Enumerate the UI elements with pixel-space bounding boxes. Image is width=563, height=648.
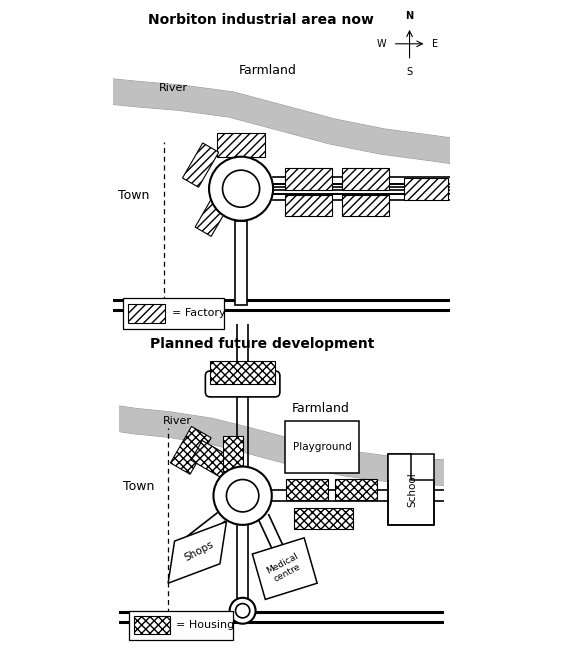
Bar [404, 178, 448, 200]
Polygon shape [168, 522, 226, 583]
Bar [285, 194, 332, 216]
Text: Playground: Playground [293, 442, 351, 452]
Bar [285, 421, 359, 473]
Bar [128, 304, 166, 323]
Bar [342, 168, 390, 190]
Bar [294, 508, 353, 529]
Polygon shape [388, 454, 411, 480]
Bar [235, 221, 247, 305]
Bar [287, 479, 328, 500]
Text: River: River [163, 416, 193, 426]
Text: N: N [405, 11, 414, 21]
Circle shape [213, 467, 272, 525]
Text: Town: Town [118, 189, 149, 202]
Circle shape [222, 170, 260, 207]
Bar [123, 298, 224, 329]
Bar [223, 435, 243, 472]
Text: Norbiton industrial area now: Norbiton industrial area now [148, 14, 374, 27]
Bar [335, 479, 377, 500]
Bar [210, 362, 275, 384]
Text: Planned future development: Planned future development [150, 337, 374, 351]
Bar [134, 616, 169, 634]
Bar [342, 194, 390, 216]
Bar [182, 143, 219, 187]
Circle shape [209, 157, 273, 221]
FancyBboxPatch shape [205, 371, 280, 397]
Text: Farmland: Farmland [239, 64, 297, 77]
Circle shape [226, 480, 259, 512]
Circle shape [235, 604, 250, 618]
Text: River: River [159, 82, 188, 93]
Bar [191, 441, 236, 480]
Text: = Factory: = Factory [172, 308, 226, 318]
Polygon shape [252, 538, 317, 599]
Text: School: School [408, 472, 418, 507]
Bar [195, 195, 230, 237]
Text: Farmland: Farmland [292, 402, 349, 415]
Bar [285, 168, 332, 190]
Text: Shops: Shops [182, 539, 215, 562]
Circle shape [230, 597, 256, 623]
Text: Town: Town [123, 480, 155, 492]
Polygon shape [388, 454, 434, 525]
Text: W: W [377, 39, 387, 49]
Bar [217, 133, 265, 157]
Text: = Housing: = Housing [176, 620, 234, 631]
Text: Medical
centre: Medical centre [265, 552, 305, 585]
Bar [171, 426, 211, 474]
Bar [129, 610, 233, 640]
Text: E: E [432, 39, 439, 49]
Text: S: S [406, 67, 413, 76]
